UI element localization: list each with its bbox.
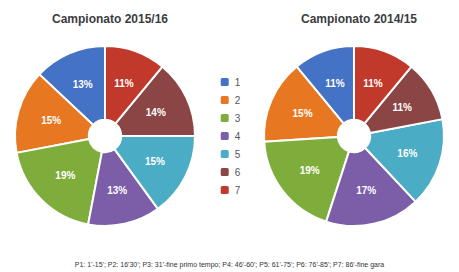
svg-text:Campionato 2014/15: Campionato 2014/15 — [301, 12, 417, 26]
svg-text:7: 7 — [235, 185, 241, 196]
svg-text:3: 3 — [235, 113, 241, 124]
svg-text:1: 1 — [235, 77, 241, 88]
svg-text:13%: 13% — [107, 185, 127, 196]
svg-text:19%: 19% — [55, 170, 75, 181]
svg-text:15%: 15% — [145, 156, 165, 167]
svg-text:P1: 1'-15'; P2: 16'30'; P3: 31: P1: 1'-15'; P2: 16'30'; P3: 31'-fine pri… — [75, 261, 385, 269]
svg-text:15%: 15% — [293, 108, 313, 119]
svg-text:14%: 14% — [146, 107, 166, 118]
svg-text:4: 4 — [235, 131, 241, 142]
svg-text:16%: 16% — [397, 148, 417, 159]
svg-text:11%: 11% — [393, 102, 413, 113]
svg-text:17%: 17% — [356, 185, 376, 196]
svg-text:15%: 15% — [41, 115, 61, 126]
svg-text:11%: 11% — [114, 78, 134, 89]
svg-text:6: 6 — [235, 167, 241, 178]
svg-text:11%: 11% — [325, 78, 345, 89]
svg-text:19%: 19% — [300, 165, 320, 176]
svg-text:5: 5 — [235, 149, 241, 160]
svg-text:Campionato 2015/16: Campionato 2015/16 — [52, 12, 168, 26]
svg-text:11%: 11% — [363, 78, 383, 89]
svg-text:2: 2 — [235, 95, 241, 106]
svg-text:13%: 13% — [73, 79, 93, 90]
